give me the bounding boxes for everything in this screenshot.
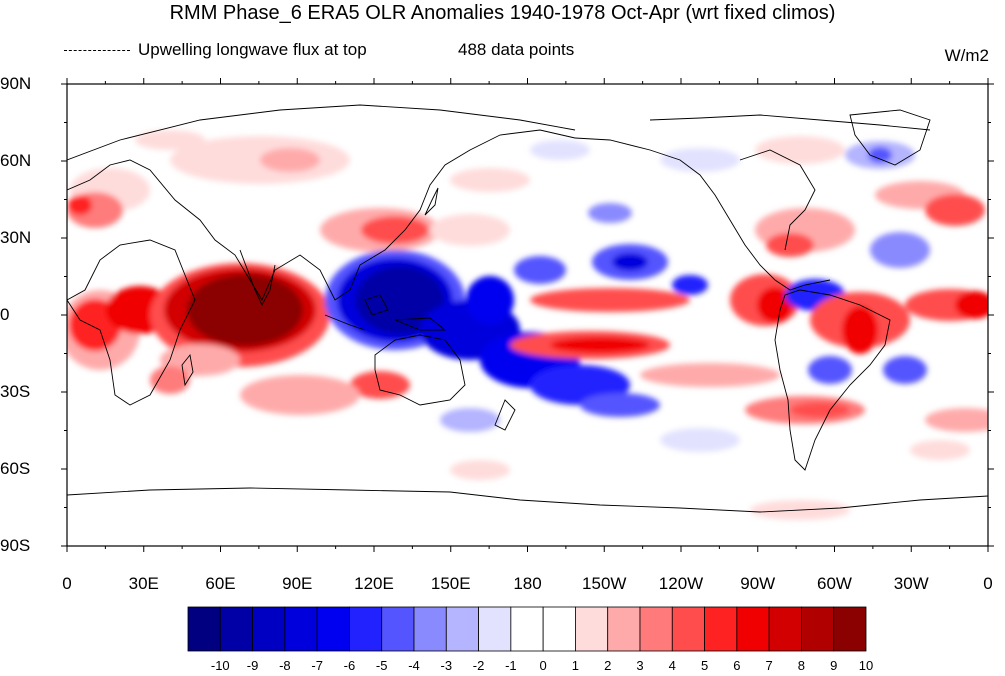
- lon-label: 0: [62, 574, 72, 593]
- colorbar-swatch: [575, 606, 609, 652]
- colorbar-label: 2: [604, 658, 612, 673]
- colorbar-swatch: [671, 606, 705, 652]
- colorbar-label: 0: [539, 658, 547, 673]
- lon-label: 150E: [430, 574, 471, 593]
- lon-label: 90W: [740, 574, 776, 593]
- lat-label: 30N: [0, 228, 32, 247]
- lat-label: 60N: [0, 151, 32, 170]
- lat-tick-marks: [61, 83, 994, 547]
- colorbar-label: -3: [440, 658, 453, 673]
- lon-label: 30W: [893, 574, 929, 593]
- colorbar-swatch: [349, 606, 383, 652]
- colorbar-label: 9: [830, 658, 838, 673]
- lon-tick-marks: [66, 78, 989, 552]
- colorbar-swatch: [316, 606, 350, 652]
- colorbar-label: 4: [668, 658, 676, 673]
- anomaly-field: [67, 104, 988, 520]
- center-subtitle: 488 data points: [458, 40, 575, 59]
- units-label: W/m2: [944, 46, 989, 65]
- colorbar-swatch: [478, 606, 512, 652]
- colorbar-label: -2: [472, 658, 485, 673]
- colorbar-swatch: [542, 606, 576, 652]
- coastlines: [67, 104, 988, 513]
- colorbar-swatch: [768, 606, 802, 652]
- colorbar-label: 6: [733, 658, 741, 673]
- lat-label: 30S: [0, 382, 31, 401]
- colorbar-label: 7: [765, 658, 773, 673]
- left-subtitle: Upwelling longwave flux at top: [64, 40, 367, 60]
- lat-label: 90S: [0, 536, 31, 555]
- lat-label: 90N: [0, 74, 32, 93]
- colorbar-label: 1: [571, 658, 580, 673]
- colorbar-swatch: [381, 606, 415, 652]
- colorbar-swatch: [801, 606, 835, 652]
- lon-label: 60W: [817, 574, 852, 593]
- colorbar-swatch: [833, 606, 867, 652]
- lon-label: 90E: [282, 574, 313, 593]
- lat-label: 0: [0, 305, 10, 324]
- colorbar-swatch: [639, 606, 673, 652]
- colorbar-label: -6: [343, 658, 356, 673]
- lon-label: 150W: [582, 574, 627, 593]
- anomaly-patches: [67, 130, 988, 520]
- colorbar: [187, 606, 867, 652]
- colorbar-label: -8: [279, 658, 291, 673]
- colorbar-label: -9: [246, 658, 259, 673]
- lon-label: 120E: [354, 574, 394, 593]
- colorbar-swatch: [284, 606, 318, 652]
- left-subtitle-text: Upwelling longwave flux at top: [138, 40, 367, 59]
- colorbar-swatch: [510, 606, 544, 652]
- lon-label: 120W: [658, 574, 704, 593]
- colorbar-label: 3: [636, 658, 644, 673]
- dash-line-icon: [64, 50, 130, 52]
- colorbar-label: -4: [408, 658, 420, 673]
- colorbar-swatch: [252, 606, 286, 652]
- colorbar-swatch: [736, 606, 770, 652]
- colorbar-label: -1: [505, 658, 517, 673]
- colorbar-label: -7: [311, 658, 323, 673]
- colorbar-swatch: [607, 606, 641, 652]
- lon-label: 0: [983, 574, 993, 593]
- colorbar-label: 8: [797, 658, 806, 673]
- plot-title: RMM Phase_6 ERA5 OLR Anomalies 1940-1978…: [169, 2, 836, 24]
- colorbar-swatch: [219, 606, 253, 652]
- colorbar-label: 5: [700, 658, 709, 673]
- lon-label: 60E: [205, 574, 236, 593]
- lon-label: 30E: [128, 574, 159, 593]
- colorbar-swatch: [413, 606, 447, 652]
- colorbar-swatch: [704, 606, 738, 652]
- lat-label: 60S: [0, 459, 31, 478]
- colorbar-swatch: [187, 606, 221, 652]
- colorbar-label: -5: [375, 658, 388, 673]
- colorbar-swatch: [445, 606, 479, 652]
- lon-label: 180: [513, 574, 542, 593]
- colorbar-label: 10: [858, 658, 874, 673]
- colorbar-label: -10: [210, 658, 230, 673]
